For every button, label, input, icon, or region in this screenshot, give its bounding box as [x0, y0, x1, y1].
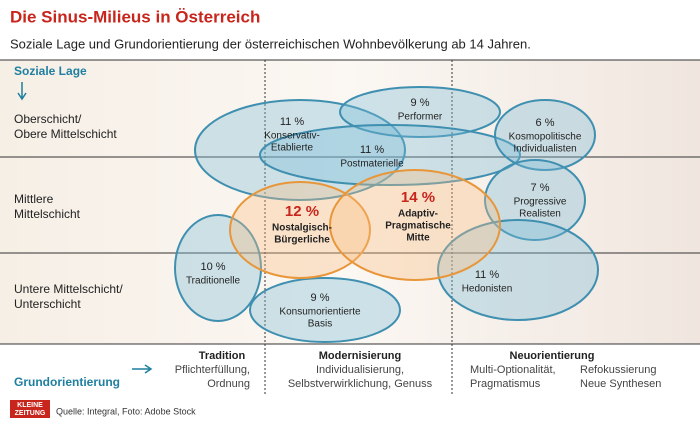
milieu-name: Etablierte: [271, 143, 314, 154]
milieu-name: Performer: [398, 112, 443, 123]
milieu-name: Pragmatische: [385, 221, 451, 232]
milieu-share: 14 %: [401, 189, 435, 206]
milieu-share: 7 %: [531, 182, 550, 194]
blobs: [174, 86, 599, 343]
arrow: [132, 364, 153, 374]
column-item: Multi-Optionalität,: [470, 364, 556, 376]
milieu-share: 6 %: [536, 117, 555, 129]
milieu-name: Basis: [308, 319, 332, 330]
column-heading: Neuorientierung: [510, 350, 595, 362]
blob: [259, 124, 521, 186]
milieu-name: Individualisten: [513, 144, 576, 155]
milieu-name: Konservativ-: [264, 131, 320, 142]
logo-text: ZEITUNG: [15, 410, 46, 417]
row-label: Obere Mittelschicht: [14, 127, 117, 141]
milieu-name: Nostalgisch-: [272, 223, 332, 234]
grid: [0, 59, 700, 395]
logo-text: KLEINE: [17, 402, 43, 409]
column-item: Pflichterfüllung,: [175, 364, 250, 376]
milieu-name: Traditionelle: [186, 276, 241, 287]
row-label: Untere Mittelschicht/: [14, 282, 123, 296]
blob: [249, 277, 401, 343]
blob: [494, 99, 596, 171]
milieu-share: 11 %: [280, 116, 304, 128]
milieu-share: 11 %: [360, 144, 384, 156]
milieu-share: 9 %: [311, 292, 330, 304]
background: [0, 60, 700, 344]
milieu-name: Realisten: [519, 209, 561, 220]
column-heading: Tradition: [199, 350, 246, 362]
blob: [174, 214, 262, 322]
column-item: Individualisierung,: [316, 364, 404, 376]
milieu-share: 12 %: [285, 203, 319, 220]
milieu-name: Bürgerliche: [274, 235, 330, 246]
milieu-name: Adaptiv-: [398, 209, 438, 220]
milieu-share: 9 %: [411, 97, 430, 109]
milieu-name: Hedonisten: [462, 284, 513, 295]
row-label: Unterschicht: [14, 297, 81, 311]
blob: [329, 169, 501, 281]
milieu-name: Progressive: [514, 197, 567, 208]
arrow: [17, 82, 27, 101]
source: Quelle: Integral, Foto: Adobe Stock: [56, 406, 196, 416]
logo: [10, 400, 50, 418]
row-label: Mittelschicht: [14, 207, 81, 221]
x-axis-title: Grundorientierung: [14, 375, 120, 389]
row-label: Oberschicht/: [14, 112, 82, 126]
column-heading: Modernisierung: [319, 350, 402, 362]
subtitle: Soziale Lage und Grundorientierung der ö…: [10, 36, 531, 51]
blob: [437, 219, 599, 321]
column-item: Selbstverwirklichung, Genuss: [288, 378, 433, 390]
column-item: Ordnung: [207, 378, 250, 390]
column-item: Pragmatismus: [470, 378, 541, 390]
milieu-share: 11 %: [475, 269, 499, 281]
milieu-name: Postmaterielle: [340, 159, 404, 170]
column-item: Refokussierung: [580, 364, 656, 376]
title: Die Sinus-Milieus in Österreich: [10, 7, 260, 26]
row-label: Mittlere: [14, 192, 54, 206]
milieu-share: 10 %: [200, 261, 225, 273]
y-axis-title: Soziale Lage: [14, 64, 87, 78]
milieu-name: Konsumorientierte: [279, 307, 361, 318]
milieu-name: Kosmopolitische: [509, 132, 582, 143]
column-item: Neue Synthesen: [580, 378, 661, 390]
milieu-name: Mitte: [406, 233, 430, 244]
